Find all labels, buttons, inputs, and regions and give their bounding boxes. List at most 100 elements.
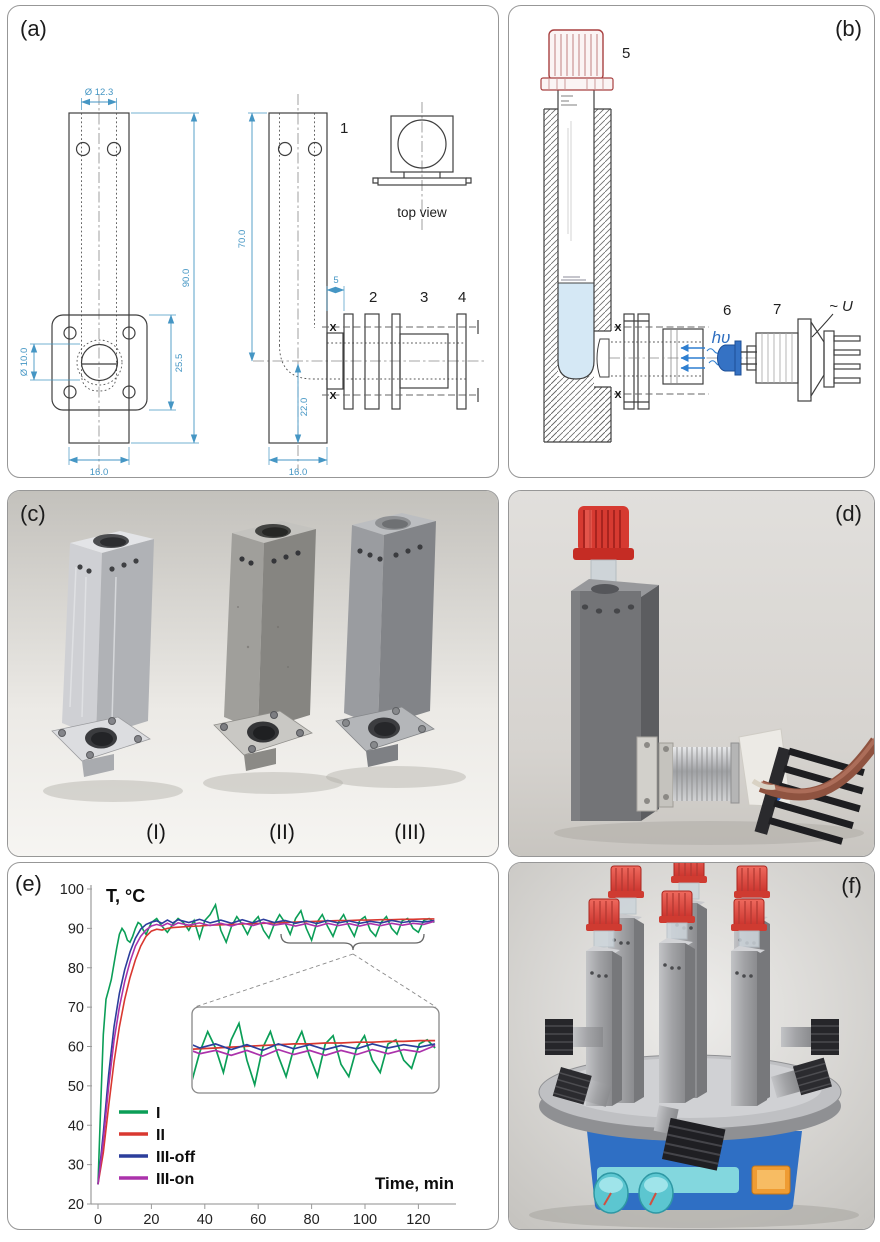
y-tick-label: 30 <box>68 1158 84 1174</box>
inset-leader-right <box>352 953 437 1008</box>
reactor-block <box>586 898 622 1106</box>
panel-a-technical-drawing: (a) Ø 12.3 90.0 <box>7 5 499 478</box>
panel-b-schematic: (b) <box>508 5 875 478</box>
mounting-hole <box>75 141 91 157</box>
brace-annotation <box>280 933 425 951</box>
schematic-svg: X X hυ 6 <box>540 29 861 443</box>
x-tick-label: 40 <box>197 1212 213 1228</box>
dim-width-front: 16.0 <box>90 467 109 478</box>
panel-label: (e) <box>15 871 42 896</box>
photo-assembly-svg <box>509 491 874 856</box>
panel-label: (f) <box>841 873 862 898</box>
glass-tube <box>557 89 595 380</box>
plate-4 <box>456 313 467 410</box>
front-view-drawing <box>51 94 148 472</box>
side-view-dimensions: 70.0 5 22.0 16.0 <box>237 112 345 477</box>
x-tick-label: 100 <box>353 1212 377 1228</box>
dim-top-diameter: Ø 12.3 <box>85 87 114 98</box>
data-series-curves <box>97 902 435 1185</box>
block-variant-1 <box>51 531 154 777</box>
inset-series-I <box>193 1008 436 1092</box>
chart-svg: 20 30 40 50 60 70 80 90 100 0 20 40 60 80 100 120 T, °C… <box>60 882 456 1228</box>
window-hole <box>80 343 119 382</box>
y-tick-label: 60 <box>68 1040 84 1056</box>
axis-ticks: 20 30 40 50 60 70 80 90 100 0 20 40 60 80 100 120 <box>60 882 431 1228</box>
part-label-led: 6 <box>723 302 731 319</box>
panel-e-temperature-chart: (e) 20 30 40 50 60 70 80 90 100 0 20 40 60 80 100 120 T… <box>7 862 499 1230</box>
led-holder <box>746 318 861 402</box>
screw-cap-drawing <box>540 29 614 91</box>
top-view-drawing: top view <box>372 102 472 230</box>
led-heatsink-front-right <box>770 1057 832 1099</box>
light-hv-label: hυ <box>712 328 731 347</box>
x-tick-label: 0 <box>94 1212 102 1228</box>
section-mark-top: X <box>614 322 621 334</box>
y-tick-label: 50 <box>68 1079 84 1095</box>
led-heatsink-front-center <box>653 1105 726 1171</box>
y-tick-label: 90 <box>68 921 84 937</box>
plate-3-barrel <box>399 333 449 389</box>
legend-label-I: I <box>156 1105 160 1122</box>
voltage-label: ~ U <box>829 298 853 315</box>
dim-hole-diameter: Ø 10.0 <box>19 348 30 377</box>
stirrer-knob-right <box>638 1172 674 1214</box>
part-label-plate2: 2 <box>369 289 377 306</box>
y-tick-label: 100 <box>60 882 84 898</box>
legend-label-II: II <box>156 1127 165 1144</box>
part-label-cap: 5 <box>622 45 630 62</box>
led-heatsink-front-left <box>552 1067 612 1107</box>
inset-curves <box>193 1008 436 1092</box>
inset-series-II <box>193 1039 436 1092</box>
block-cross-section <box>543 108 612 443</box>
clamp-plate <box>343 313 354 410</box>
red-screw-cap <box>573 506 634 560</box>
inset-series-III-on <box>193 1044 436 1092</box>
panel-label: (a) <box>20 16 47 41</box>
photo-blocks-svg: (I) (II) (III) <box>8 491 498 856</box>
reactor-block <box>731 898 767 1106</box>
panel-label: (d) <box>835 501 862 526</box>
technical-drawing-svg: Ø 12.3 90.0 Ø 10.0 25.5 16.0 <box>19 87 484 478</box>
variant-label-3: (III) <box>394 821 426 844</box>
dim-port-axis-height: 22.0 <box>299 398 310 417</box>
part-label-plate4: 4 <box>458 289 466 306</box>
legend-label-III-off: III-off <box>156 1149 196 1166</box>
dim-total-height: 90.0 <box>181 269 192 288</box>
inset-series-III-off <box>193 1040 436 1092</box>
series-III-on <box>97 920 435 1185</box>
x-tick-label: 60 <box>250 1212 266 1228</box>
window-boss <box>326 332 344 390</box>
part-label-holder: 7 <box>773 301 781 318</box>
block-variant-2 <box>213 521 316 771</box>
dim-bore-depth: 70.0 <box>237 230 248 249</box>
section-mark-top: X <box>329 322 336 334</box>
x-tick-label: 20 <box>143 1212 159 1228</box>
dim-flange-size: 25.5 <box>174 354 185 373</box>
part-label-block: 1 <box>340 120 348 137</box>
x-axis-label: Time, min <box>375 1174 454 1193</box>
panel-f-render-carousel: (f) <box>508 862 875 1230</box>
photo-background <box>509 491 874 856</box>
panel-d-photo-assembly: (d) <box>508 490 875 857</box>
bore-circle <box>397 119 447 169</box>
stirrer-knob-left <box>593 1172 629 1214</box>
chart-title: T, °C <box>106 886 145 906</box>
mounting-hole <box>106 141 122 157</box>
x-tick-label: 120 <box>406 1212 430 1228</box>
part-label-plate3: 3 <box>420 289 428 306</box>
heatsink-bar <box>823 330 835 388</box>
led-heatsink-right <box>781 1019 839 1055</box>
led-icon <box>717 340 757 376</box>
variant-label-1: (I) <box>146 821 166 844</box>
inset-leader-left <box>194 953 354 1008</box>
front-view-dimensions: Ø 12.3 90.0 Ø 10.0 25.5 16.0 <box>19 87 199 478</box>
panel-c-photo-blocks: (c) <box>7 490 499 857</box>
reactor-block <box>659 890 695 1103</box>
inset-box <box>191 1006 440 1094</box>
side-view-drawing: X X 1 2 3 4 <box>253 94 484 472</box>
panel-label: (c) <box>20 501 46 526</box>
variant-label-2: (II) <box>269 821 295 844</box>
x-tick-label: 80 <box>304 1212 320 1228</box>
series-III-off <box>97 918 435 1185</box>
y-tick-label: 80 <box>68 961 84 977</box>
